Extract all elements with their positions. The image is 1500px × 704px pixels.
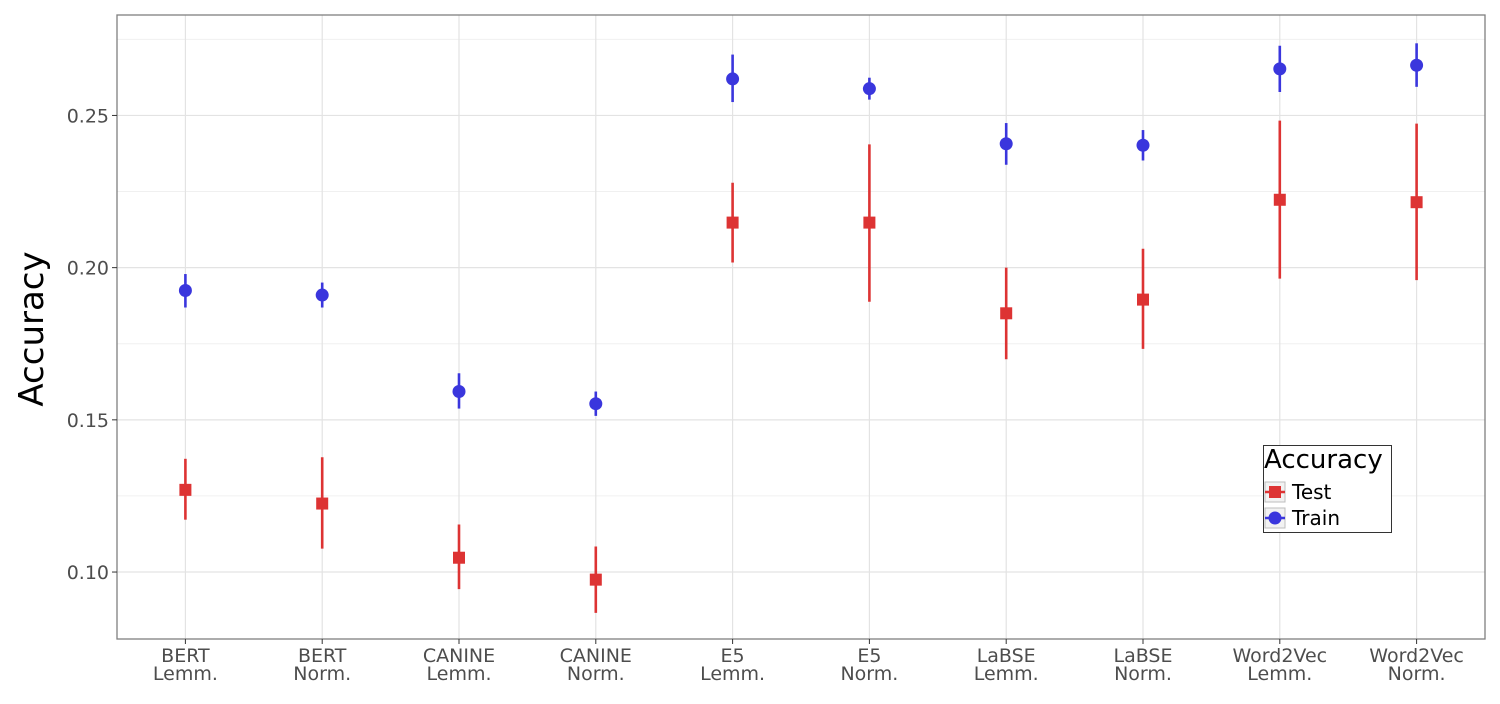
legend-label: Train — [1291, 506, 1340, 530]
x-tick-label: Norm. — [840, 663, 898, 685]
data-point — [1410, 58, 1424, 72]
legend-item-test: Test — [1264, 480, 1332, 504]
x-axis: BERTLemm.BERTNorm.CANINELemm.CANINENorm.… — [153, 639, 1464, 685]
series-train — [178, 43, 1424, 416]
x-tick-label: Word2Vec — [1233, 645, 1328, 667]
data-point — [453, 551, 465, 564]
data-point — [452, 385, 466, 399]
minor-grid — [117, 38, 1485, 497]
x-tick-label: CANINE — [423, 645, 495, 667]
data-point — [589, 573, 602, 586]
x-tick-label: Word2Vec — [1369, 645, 1464, 667]
data-point — [316, 497, 329, 510]
data-point — [1000, 307, 1013, 320]
legend-title: Accuracy — [1264, 445, 1383, 475]
y-tick-label: 0.10 — [67, 562, 109, 584]
y-axis: 0.10 0.15 0.20 0.25 — [67, 105, 117, 584]
x-tick-label: BERT — [298, 645, 347, 667]
x-tick-label: E5 — [721, 645, 745, 667]
x-tick-label: Lemm. — [700, 663, 765, 685]
data-point — [1410, 196, 1423, 209]
x-tick-label: CANINE — [560, 645, 632, 667]
data-point — [1273, 193, 1286, 206]
x-tick-label: BERT — [161, 645, 210, 667]
series-layer — [178, 43, 1424, 613]
data-point — [589, 397, 603, 411]
data-point — [863, 216, 876, 229]
data-point — [1136, 138, 1150, 152]
x-tick-label: Lemm. — [153, 663, 218, 685]
x-tick-label: LaBSE — [1114, 645, 1173, 667]
legend-marker — [1268, 511, 1282, 525]
y-axis-title: Accuracy — [12, 251, 52, 406]
data-point — [1137, 293, 1149, 306]
legend-marker — [1269, 486, 1281, 498]
plot-border — [116, 14, 1486, 640]
legend-label: Test — [1291, 480, 1332, 504]
y-tick-label: 0.20 — [67, 258, 109, 280]
x-tick-label: Norm. — [1114, 663, 1172, 685]
series-test — [179, 120, 1423, 613]
data-point — [315, 288, 329, 302]
data-point — [179, 483, 192, 496]
x-tick-label: E5 — [857, 645, 881, 667]
x-tick-label: Norm. — [293, 663, 351, 685]
data-point — [999, 137, 1013, 151]
data-point — [178, 283, 192, 297]
major-grid — [117, 15, 1485, 639]
x-tick-label: LaBSE — [977, 645, 1036, 667]
data-point — [1273, 62, 1287, 76]
y-tick-label: 0.15 — [67, 410, 109, 432]
data-point — [726, 216, 739, 229]
x-tick-label: Norm. — [1388, 663, 1446, 685]
data-point — [726, 72, 740, 86]
x-tick-label: Norm. — [567, 663, 625, 685]
x-tick-label: Lemm. — [1247, 663, 1312, 685]
y-tick-label: 0.25 — [67, 105, 109, 127]
data-point — [862, 82, 876, 96]
x-tick-label: Lemm. — [974, 663, 1039, 685]
x-tick-label: Lemm. — [427, 663, 492, 685]
legend-item-train: Train — [1264, 506, 1340, 530]
